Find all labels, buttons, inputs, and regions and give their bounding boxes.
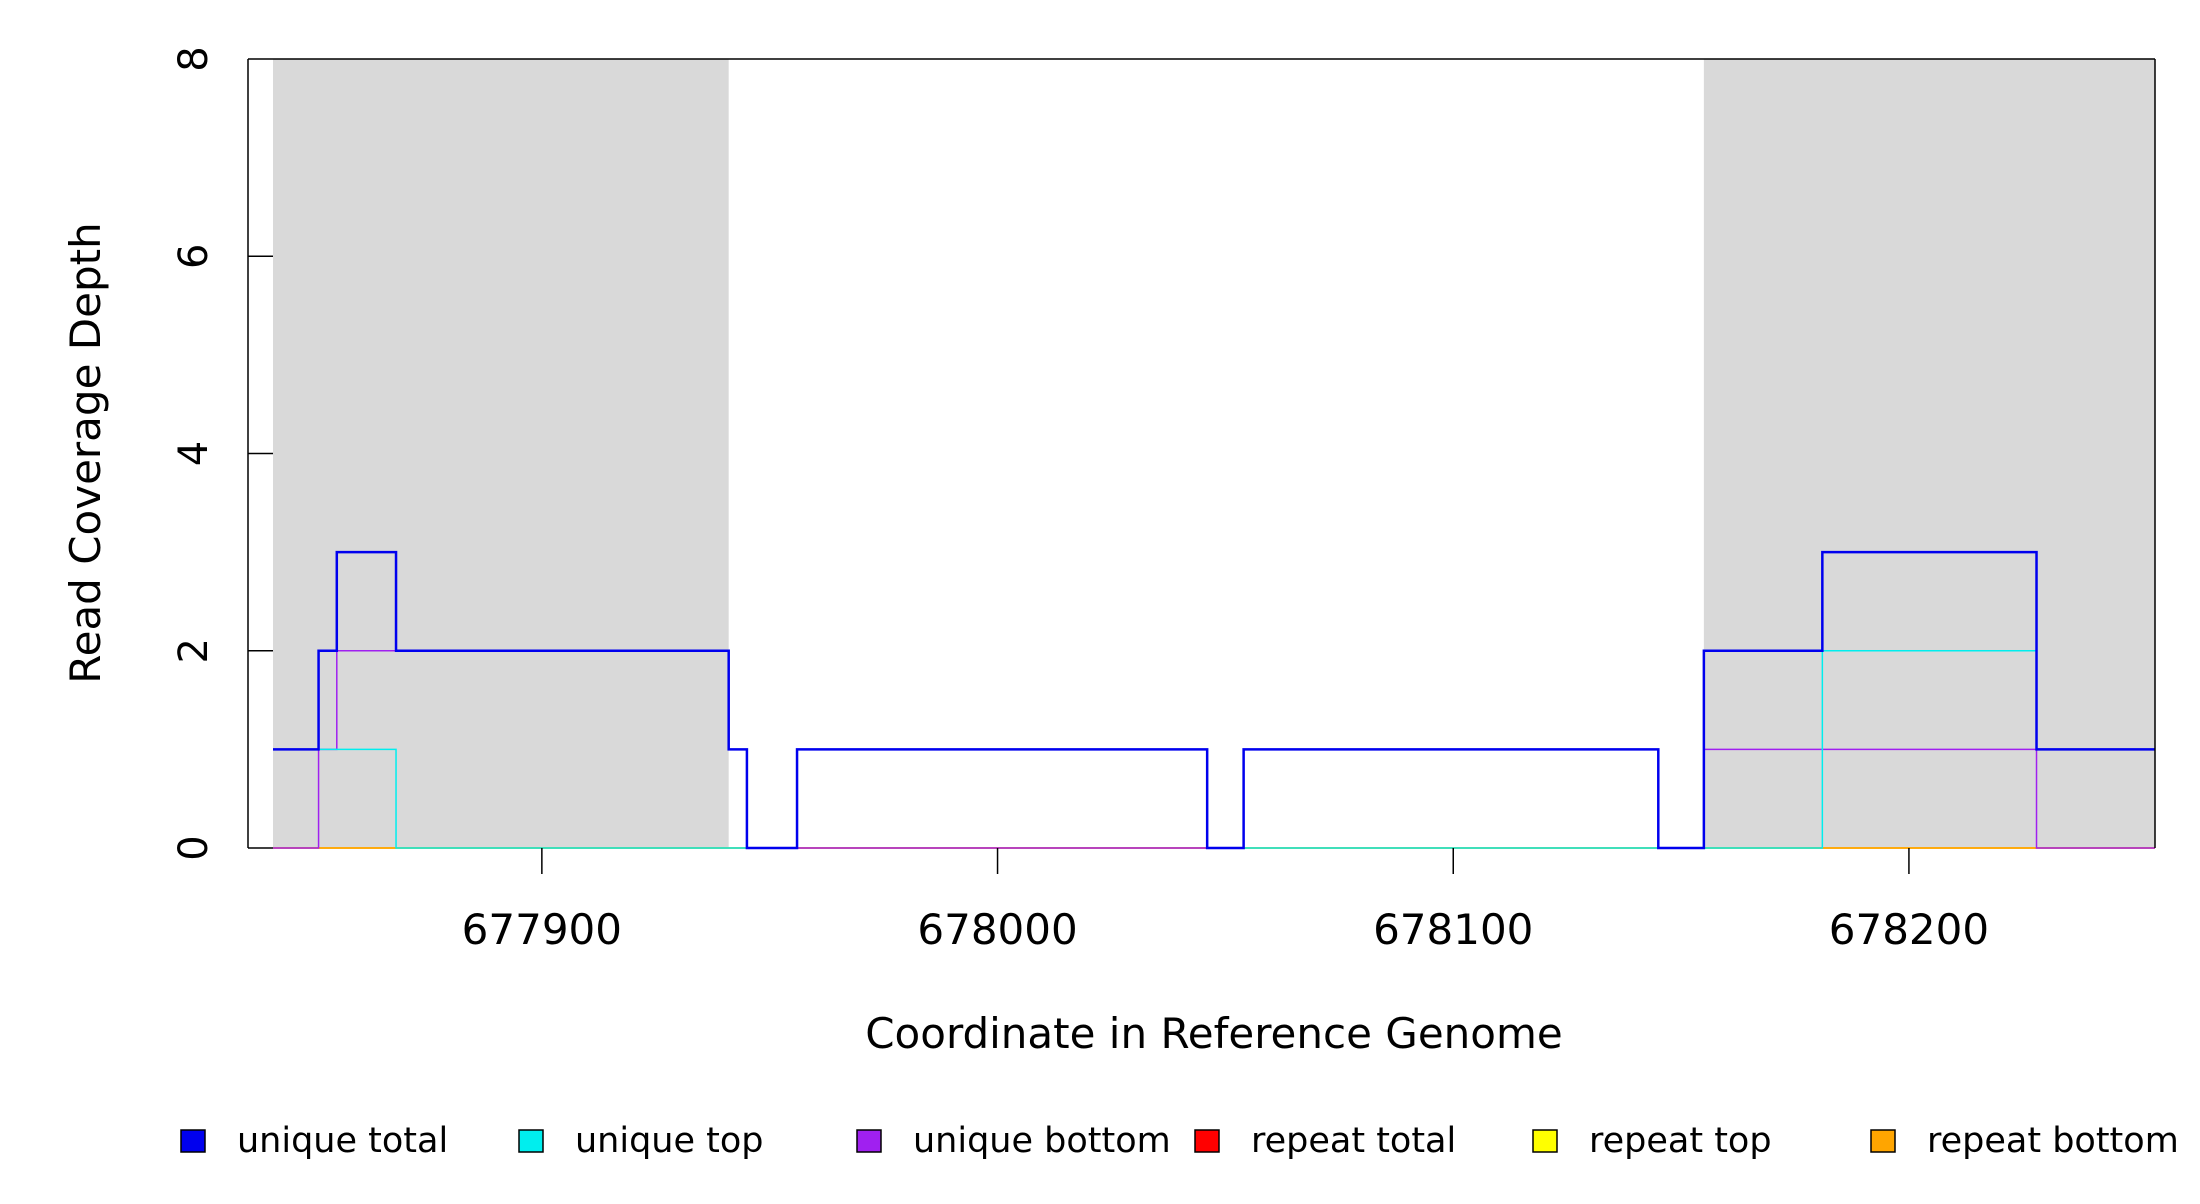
series-line-unique-total [273,550,2155,850]
legend-item-unique-top: unique top [518,1121,764,1161]
y-tick-label: 8 [171,46,217,71]
y-tick-label: 4 [171,441,217,466]
legend-label: unique bottom [913,1121,1171,1161]
y-tick-label: 2 [171,638,217,663]
y-tick-label: 0 [171,835,217,860]
legend-label: repeat bottom [1927,1121,2179,1161]
legend-item-unique-bottom: unique bottom [856,1121,1171,1161]
legend-label: unique top [575,1121,764,1161]
legend-item-repeat-bottom: repeat bottom [1870,1121,2179,1161]
legend-swatch [1870,1129,1896,1153]
series-lines [273,550,2155,850]
y-tick-label: 6 [171,244,217,269]
legend-label: unique total [237,1121,448,1161]
legend: unique total unique top unique bottom repea… [180,1121,2179,1161]
shaded-regions [273,59,2155,848]
legend-item-unique-total: unique total [180,1121,448,1161]
legend-item-repeat-top: repeat top [1532,1121,1772,1161]
x-tick-label: 678200 [1829,905,1989,954]
shaded-region-1 [273,59,729,848]
legend-swatch [180,1129,206,1153]
legend-label: repeat top [1589,1121,1772,1161]
legend-label: repeat total [1251,1121,1456,1161]
axes: 0 2 4 6 8 677900 678000 678100 678200 [171,46,2156,954]
shaded-region-2 [1703,59,2155,848]
legend-swatch [1532,1129,1558,1153]
legend-item-repeat-total: repeat total [1194,1121,1456,1161]
x-tick-label: 677900 [462,905,622,954]
legend-swatch [856,1129,882,1153]
x-tick-label: 678000 [917,905,1077,954]
y-axis-title: Read Coverage Depth [61,222,110,683]
x-tick-label: 678100 [1373,905,1533,954]
legend-swatch [1194,1129,1220,1153]
x-axis-title: Coordinate in Reference Genome [865,1009,1563,1058]
legend-swatch [518,1129,544,1153]
